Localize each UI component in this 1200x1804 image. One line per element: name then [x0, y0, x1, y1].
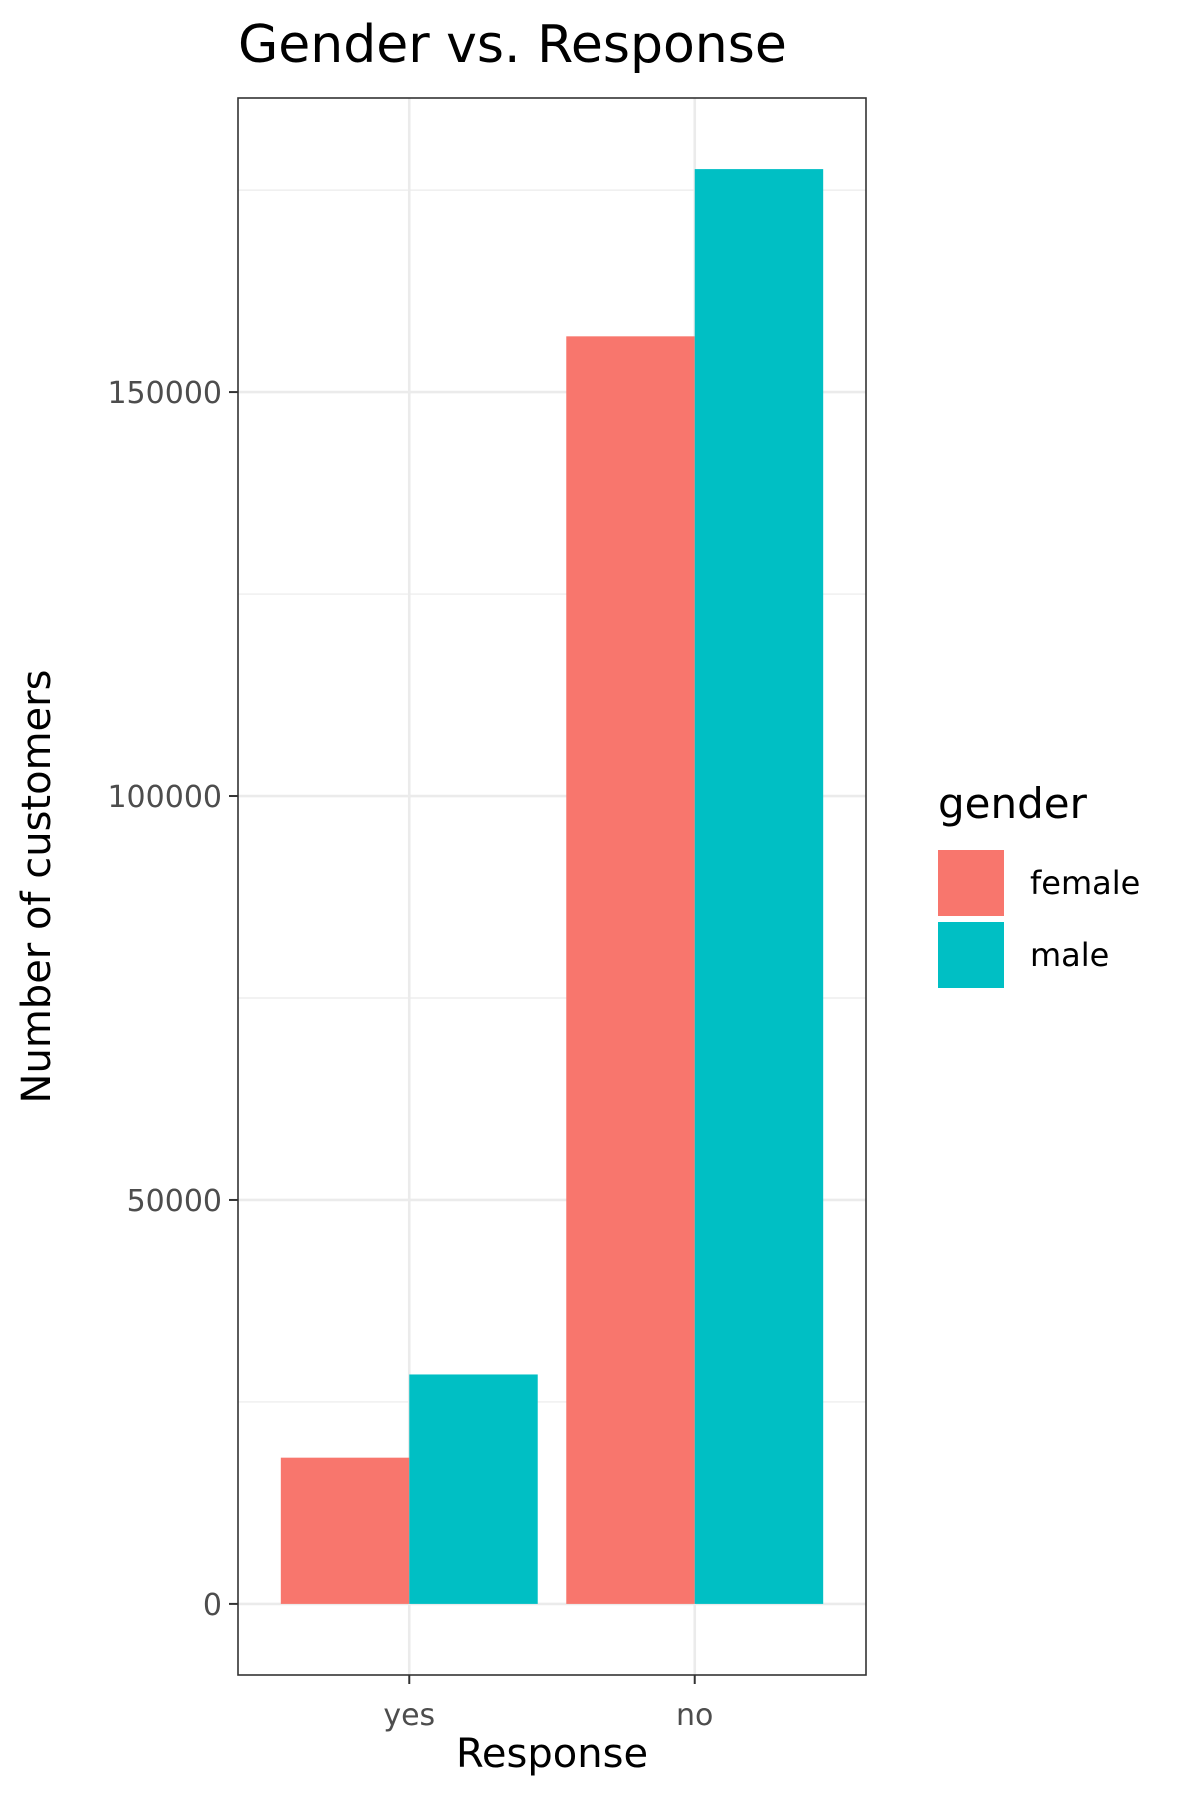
- x-axis-title: Response: [456, 1731, 648, 1777]
- legend-label-male: male: [1030, 936, 1109, 974]
- chart-title: Gender vs. Response: [238, 15, 787, 75]
- legend-key-female: [938, 850, 1004, 916]
- y-tick-label: 100000: [107, 780, 222, 815]
- legend: gender female male: [938, 779, 1140, 988]
- y-tick-label: 50000: [127, 1184, 222, 1219]
- panel-border: [237, 97, 867, 1676]
- x-tick-label: no: [676, 1698, 713, 1733]
- y-tick-label: 0: [203, 1588, 222, 1623]
- legend-label-female: female: [1030, 864, 1140, 902]
- legend-key-male: [938, 922, 1004, 988]
- axis-layer: 0 50000 100000 150000 yes no: [107, 376, 713, 1733]
- bar-male-yes: [409, 1374, 538, 1604]
- y-tick-label: 150000: [107, 376, 222, 411]
- bar-female-no: [566, 336, 695, 1604]
- legend-title: gender: [938, 779, 1088, 828]
- y-axis-title: Number of customers: [14, 670, 60, 1104]
- x-tick-label: yes: [383, 1698, 435, 1733]
- bar-male-no: [694, 169, 824, 1604]
- bar-layer: [280, 169, 824, 1604]
- bar-female-yes: [280, 1457, 410, 1604]
